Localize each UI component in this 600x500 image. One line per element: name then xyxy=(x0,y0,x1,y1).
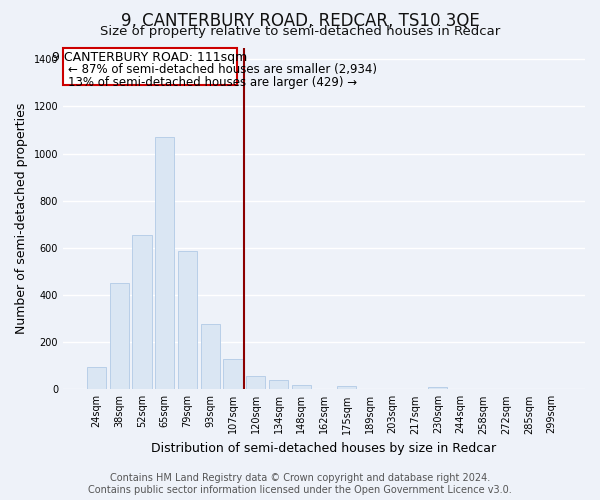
Bar xyxy=(178,252,197,390)
Text: 13% of semi-detached houses are larger (429) →: 13% of semi-detached houses are larger (… xyxy=(68,76,358,88)
Bar xyxy=(292,385,311,390)
X-axis label: Distribution of semi-detached houses by size in Redcar: Distribution of semi-detached houses by … xyxy=(151,442,497,455)
Text: Contains HM Land Registry data © Crown copyright and database right 2024.
Contai: Contains HM Land Registry data © Crown c… xyxy=(88,474,512,495)
Bar xyxy=(269,380,288,390)
Bar xyxy=(155,137,175,390)
Text: Size of property relative to semi-detached houses in Redcar: Size of property relative to semi-detach… xyxy=(100,25,500,38)
Bar xyxy=(337,386,356,390)
Y-axis label: Number of semi-detached properties: Number of semi-detached properties xyxy=(15,102,28,334)
Text: 9 CANTERBURY ROAD: 111sqm: 9 CANTERBURY ROAD: 111sqm xyxy=(52,51,248,64)
Text: ← 87% of semi-detached houses are smaller (2,934): ← 87% of semi-detached houses are smalle… xyxy=(68,63,377,76)
Bar xyxy=(110,283,129,390)
Bar xyxy=(87,367,106,390)
Bar xyxy=(200,324,220,390)
Bar xyxy=(223,358,242,390)
Bar xyxy=(132,235,152,390)
FancyBboxPatch shape xyxy=(63,48,237,85)
Bar xyxy=(428,388,448,390)
Bar xyxy=(246,376,265,390)
Text: 9, CANTERBURY ROAD, REDCAR, TS10 3QE: 9, CANTERBURY ROAD, REDCAR, TS10 3QE xyxy=(121,12,479,30)
